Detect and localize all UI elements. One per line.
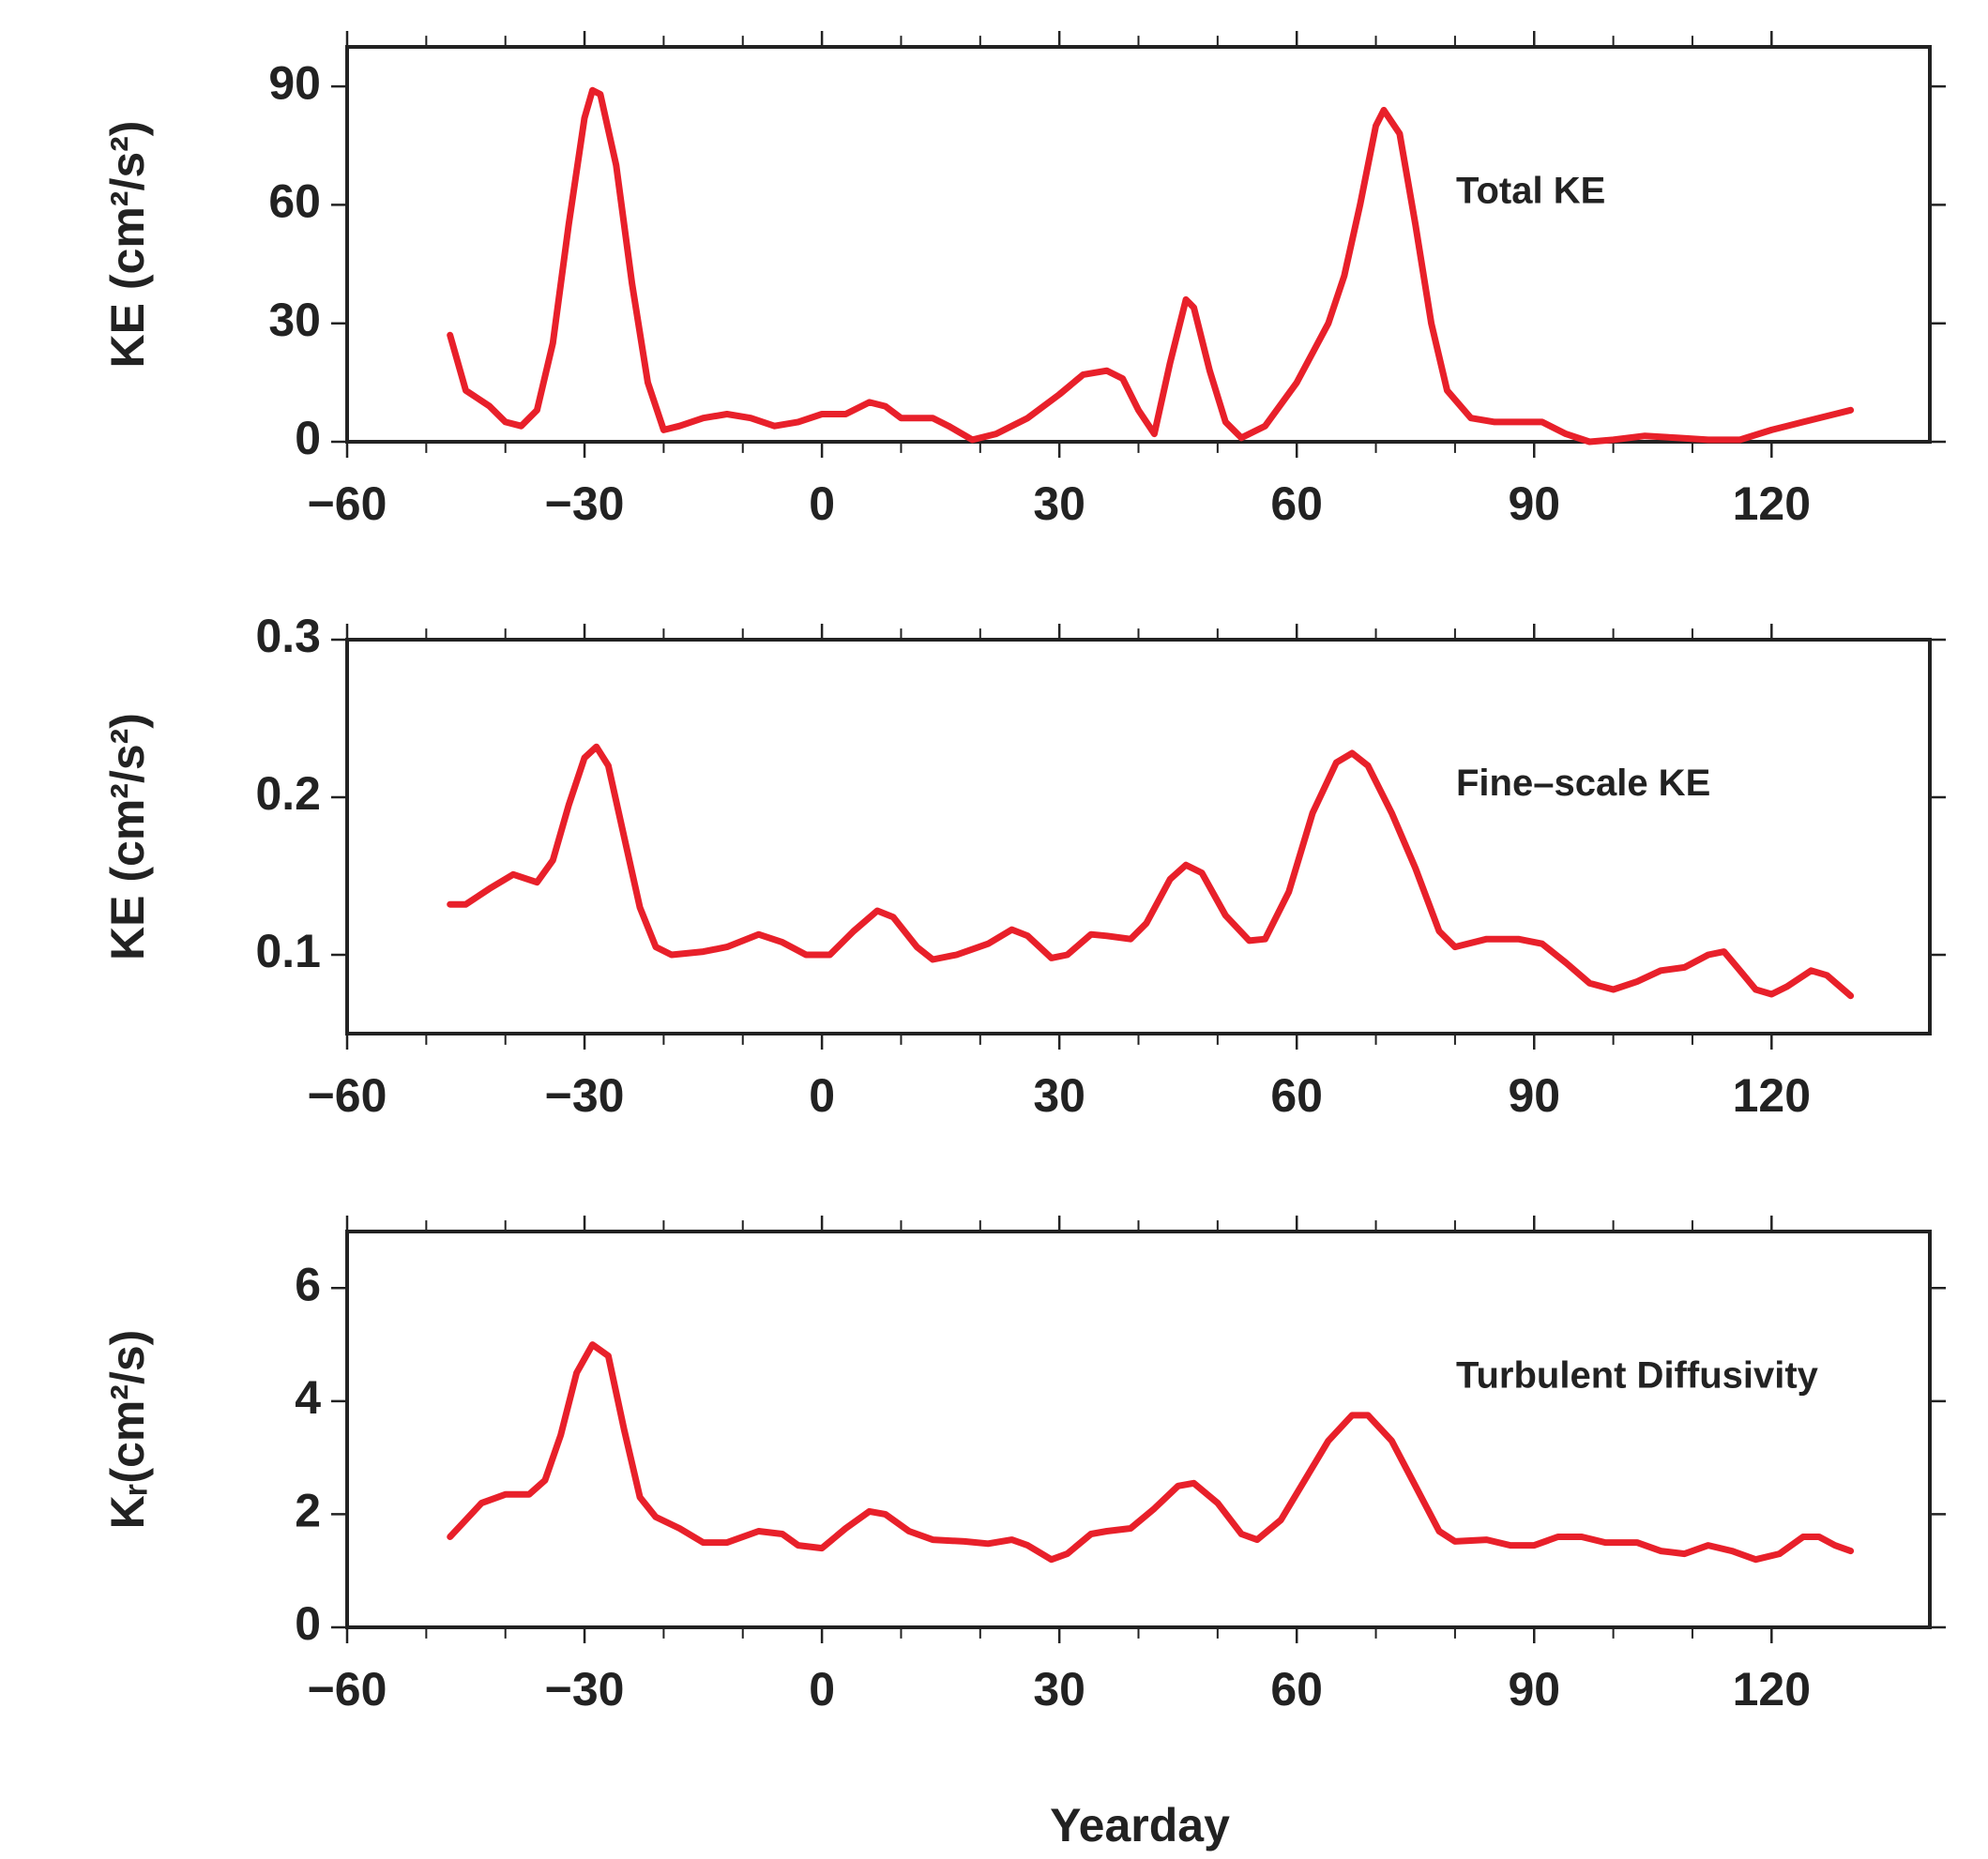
data-line [447, 86, 1855, 446]
y-tick-label: 6 [295, 1258, 321, 1310]
annotation: Turbulent Diffusivity [1456, 1355, 1819, 1397]
x-tick-label: 0 [809, 1663, 835, 1715]
y-tick-label: 0 [295, 412, 321, 464]
y-tick-label: 0.2 [255, 767, 321, 820]
x-tick-label: 90 [1508, 1069, 1560, 1122]
y-tick-label: 4 [295, 1371, 321, 1424]
y-tick-label: 0 [295, 1597, 321, 1650]
y-axis-label: KE (cm²/s²) [101, 713, 154, 960]
x-tick-label: 120 [1733, 477, 1811, 530]
x-tick-label: −60 [308, 1069, 387, 1122]
panel: −60 −30 0 30 60 90 120 0 2 4 6 Kᵣ(cm²/s) Turbulent D… [101, 1216, 1946, 1715]
y-tick-label: 0.3 [255, 610, 321, 662]
x-tick-label: −30 [545, 1663, 625, 1715]
x-tick-label: −60 [308, 477, 387, 530]
x-tick-label: 0 [809, 1069, 835, 1122]
y-tick-label: 60 [268, 175, 321, 228]
data-line [447, 743, 1855, 1000]
y-axis-label: Kᵣ(cm²/s) [101, 1330, 154, 1530]
x-tick-label: 90 [1508, 477, 1560, 530]
x-tick-label: 0 [809, 477, 835, 530]
x-axis-label: Yearday [1050, 1799, 1230, 1851]
panel: −60 −30 0 30 60 90 120 0 30 60 90 KE (cm²/s²) Total … [101, 31, 1946, 530]
x-tick-label: 60 [1270, 1663, 1323, 1715]
plot-frame [345, 638, 1932, 1035]
x-tick-label: 60 [1270, 477, 1323, 530]
x-tick-label: 120 [1733, 1069, 1811, 1122]
plot-frame [345, 1230, 1932, 1629]
x-tick-label: −60 [308, 1663, 387, 1715]
y-tick-label: 90 [268, 56, 321, 109]
y-axis-label: KE (cm²/s²) [101, 121, 154, 369]
annotation: Total KE [1456, 170, 1605, 211]
x-tick-label: 120 [1733, 1663, 1811, 1715]
x-tick-label: 30 [1033, 477, 1085, 530]
x-tick-label: 60 [1270, 1069, 1323, 1122]
y-tick-label: 2 [295, 1485, 321, 1537]
y-tick-label: 30 [268, 294, 321, 346]
x-tick-label: 90 [1508, 1663, 1560, 1715]
y-tick-label: 0.1 [255, 925, 321, 977]
data-line [447, 1341, 1855, 1564]
x-tick-label: −30 [545, 477, 625, 530]
x-tick-label: −30 [545, 1069, 625, 1122]
x-tick-label: 30 [1033, 1069, 1085, 1122]
annotation: Fine–scale KE [1456, 763, 1710, 804]
panel: −60 −30 0 30 60 90 120 0.1 0.2 0.3 KE (cm²/s²) Fine… [101, 610, 1946, 1122]
x-tick-label: 30 [1033, 1663, 1085, 1715]
plot-frame [345, 45, 1932, 444]
